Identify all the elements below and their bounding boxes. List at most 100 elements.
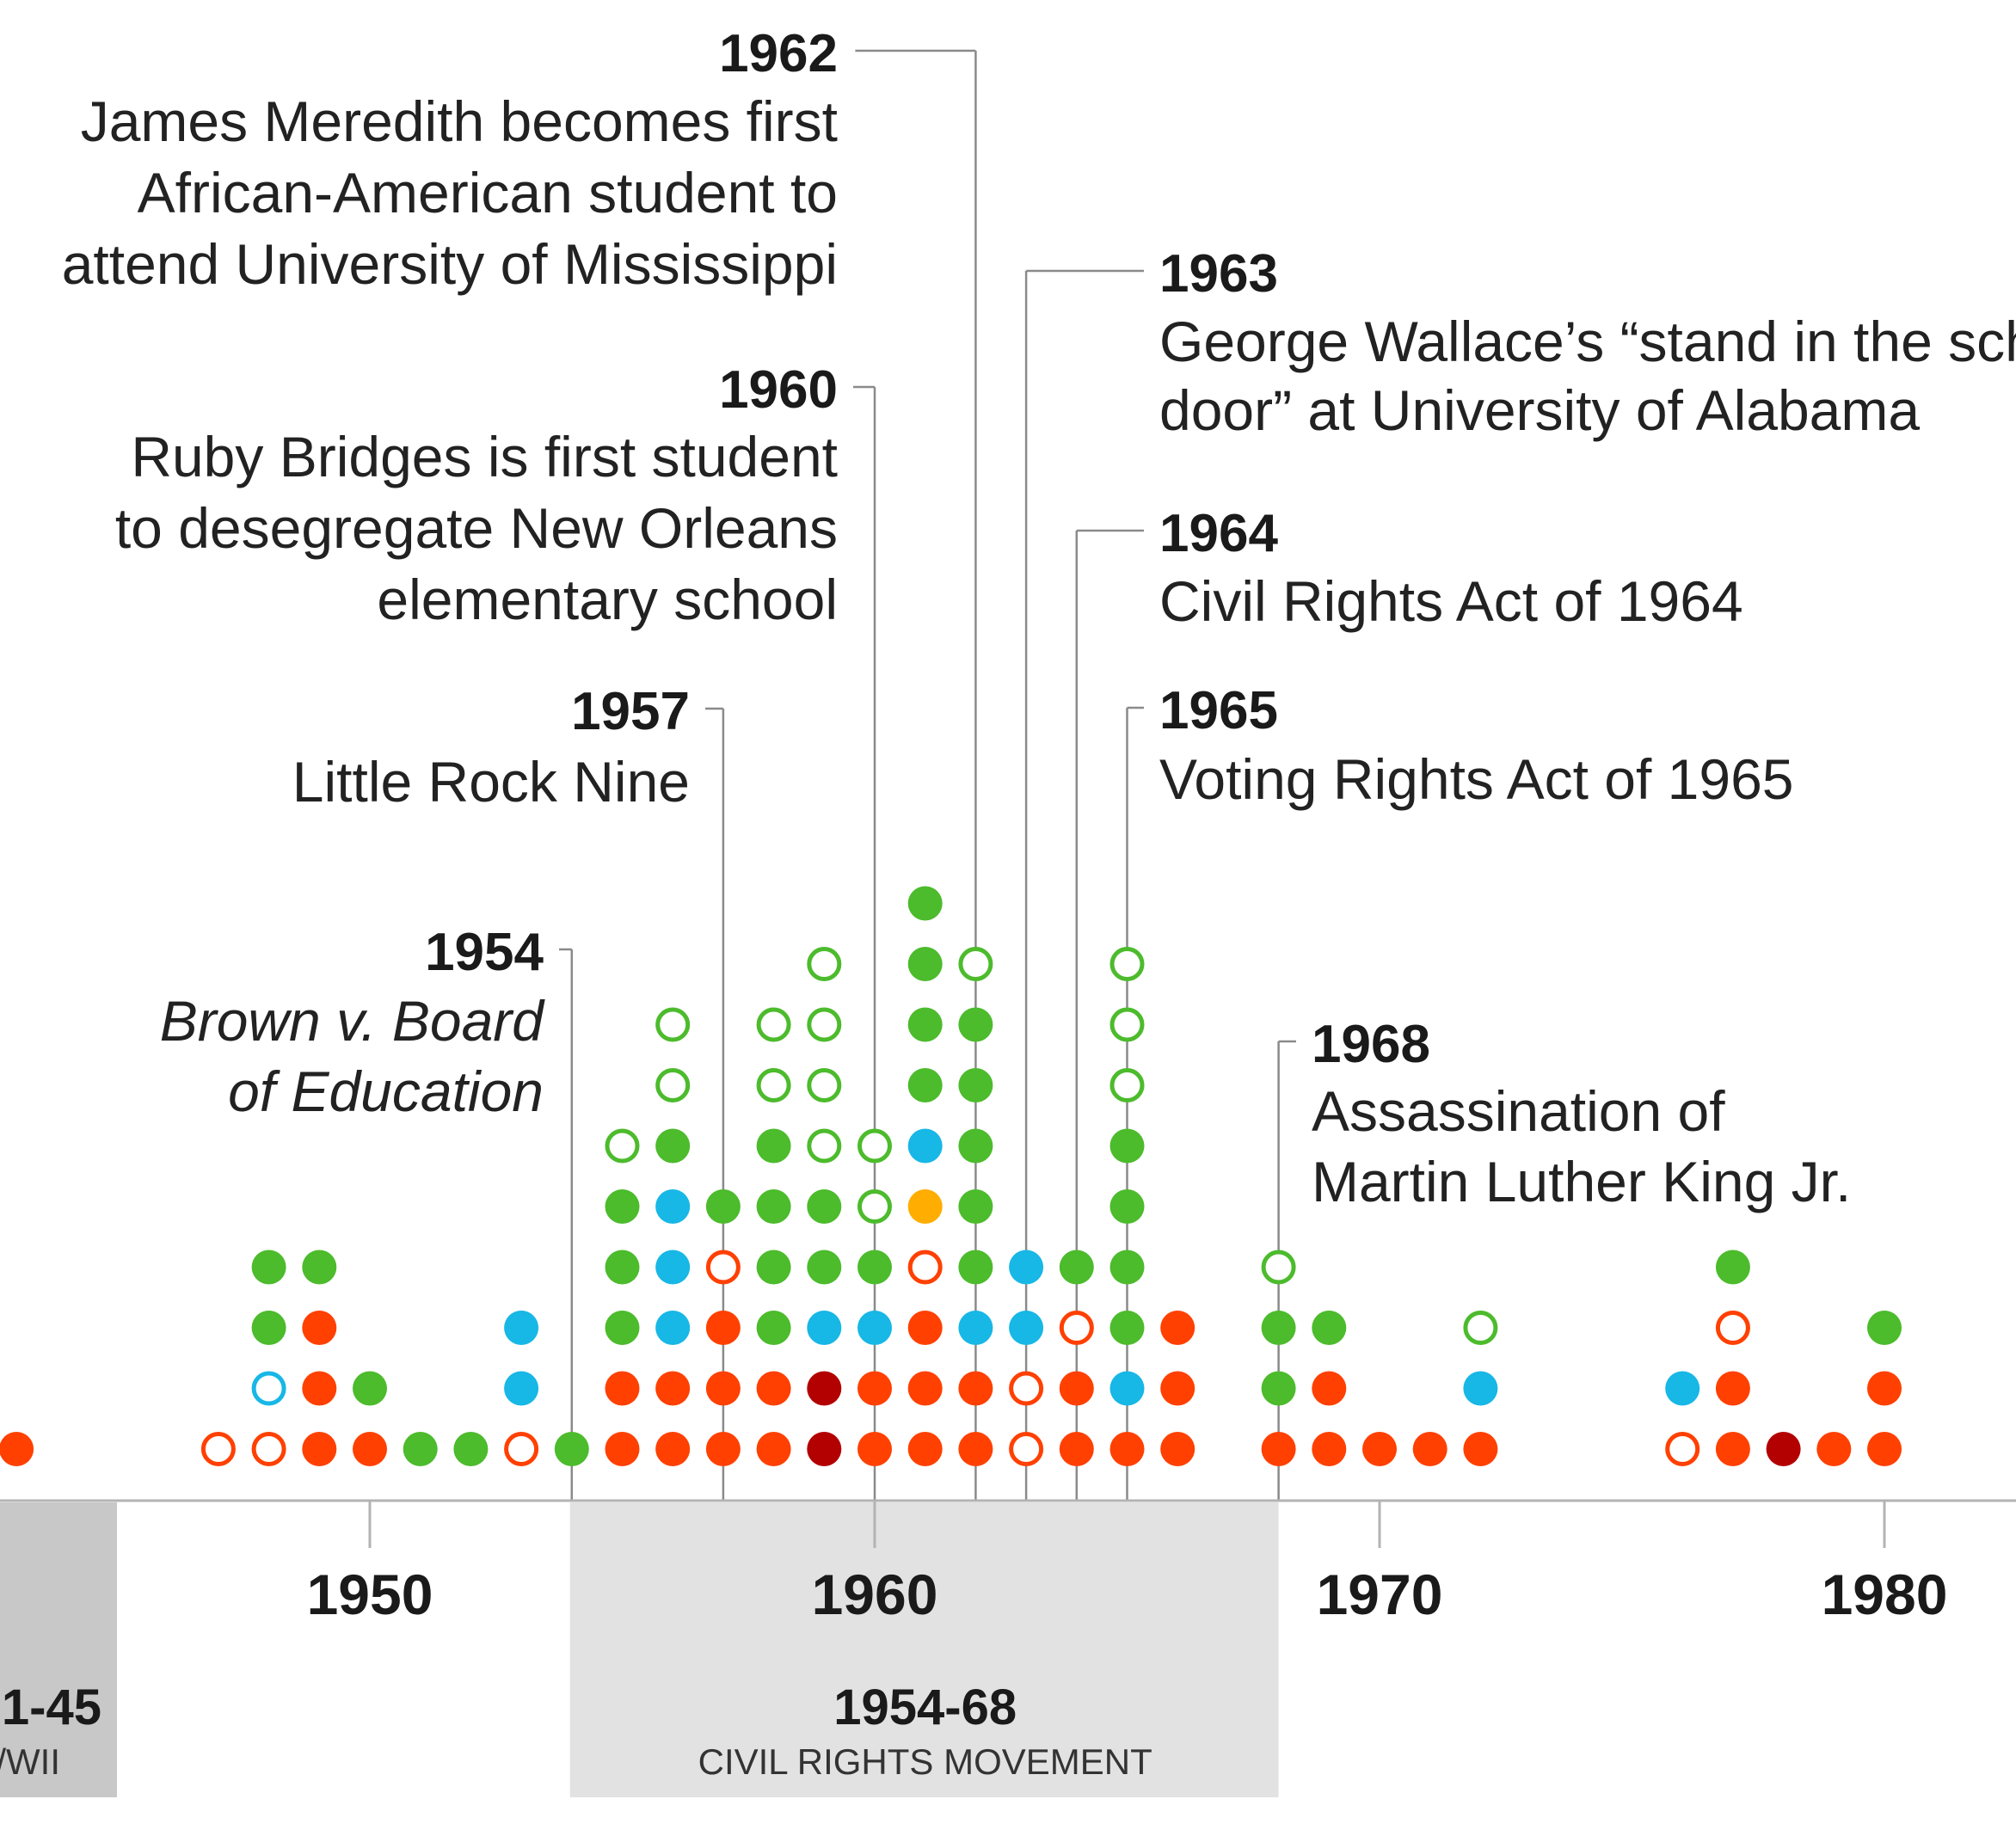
dot-1962-7-green [958, 1007, 993, 1042]
dot-1957-0-red [705, 1432, 741, 1466]
dot-1948-2-green [251, 1311, 286, 1345]
event-year-1954: 1954 [425, 923, 544, 982]
dot-1956-7-green-open [655, 1007, 691, 1042]
dot-1962-1-red [958, 1371, 993, 1406]
dot-1971-0-red [1412, 1432, 1447, 1466]
event-text-1960-line-3: elementary school [377, 568, 838, 631]
dot-1959-8-green-open [807, 947, 842, 981]
dot-1965-5-green [1109, 1128, 1145, 1164]
dot-1977-2-red-open [1715, 1311, 1750, 1345]
dot-1953-2-blue [504, 1311, 539, 1345]
dot-1955-4-green [605, 1189, 640, 1224]
dot-1949-2-red [302, 1311, 337, 1345]
dot-1948-3-green [251, 1250, 286, 1285]
dot-1956-0-red [655, 1432, 691, 1466]
dot-1960-5-green-open [857, 1128, 892, 1164]
dot-1959-7-green-open [807, 1007, 842, 1042]
dot-1949-1-red [302, 1371, 337, 1406]
event-text-1954-line-2: of Education [228, 1059, 544, 1123]
dot-1962-8-green-open [958, 947, 993, 981]
dot-1963-3-blue [1009, 1250, 1044, 1285]
dot-1962-6-green [958, 1068, 993, 1102]
dot-1962-4-green [958, 1189, 993, 1224]
dot-1965-6-green-open [1109, 1068, 1145, 1102]
dot-1969-2-green [1312, 1311, 1347, 1345]
dot-1960-0-red [857, 1432, 892, 1466]
dot-1961-4-orange [907, 1189, 943, 1224]
event-year-1965: 1965 [1159, 681, 1278, 740]
x-tick-label-1960: 1960 [812, 1563, 938, 1626]
dot-1964-3-green [1059, 1250, 1094, 1285]
dot-1968-1-green [1261, 1371, 1296, 1406]
dot-1977-3-green [1715, 1250, 1750, 1285]
dot-1979-0-red [1816, 1432, 1852, 1466]
dot-1958-2-green [756, 1311, 791, 1345]
dot-1960-1-red [857, 1371, 892, 1406]
dot-1962-2-blue [958, 1311, 993, 1345]
dot-1961-3-red-open [907, 1250, 943, 1285]
dot-1950-1-green [353, 1371, 387, 1406]
event-text-1960-line-2: to desegregate New Orleans [115, 496, 838, 560]
dot-1959-0-darkred [807, 1432, 842, 1466]
dot-1955-3-green [605, 1250, 640, 1285]
dot-1960-4-green-open [857, 1189, 892, 1224]
dot-1961-8-green [907, 947, 943, 981]
wwii-band [0, 1502, 117, 1797]
dot-1959-5-green-open [807, 1128, 842, 1164]
dot-1965-7-green-open [1109, 1007, 1145, 1042]
civil-rights-name-label: CIVIL RIGHTS MOVEMENT [698, 1741, 1152, 1782]
dot-1970-0-red [1362, 1432, 1397, 1466]
event-year-1968: 1968 [1312, 1015, 1430, 1074]
dot-1965-0-red [1109, 1432, 1145, 1466]
dot-1968-3-green-open [1261, 1250, 1296, 1285]
dot-1964-1-red [1059, 1371, 1094, 1406]
dot-1956-2-blue [655, 1311, 691, 1345]
x-tick-label-1950: 1950 [307, 1563, 433, 1626]
dot-1966-0-red [1160, 1432, 1195, 1466]
event-text-1960-line-1: Ruby Bridges is first student [131, 425, 838, 488]
dot-1972-1-blue [1463, 1371, 1498, 1406]
wwii-range-label: 1-45 [2, 1680, 101, 1735]
dot-1958-0-red [756, 1432, 791, 1466]
event-text-1968-line-1: Assassination of [1312, 1079, 1725, 1143]
dot-1956-1-red [655, 1371, 691, 1406]
event-year-1960: 1960 [719, 360, 838, 420]
dot-1959-3-green [807, 1250, 842, 1285]
era-bands: 1-45/WII 1954-68 CIVIL RIGHTS MOVEMENT [0, 1502, 1279, 1797]
event-year-1962: 1962 [719, 24, 838, 83]
event-text-1968-line-2: Martin Luther King Jr. [1312, 1150, 1851, 1213]
dot-1959-6-green-open [807, 1068, 842, 1102]
x-tick-label-1970: 1970 [1317, 1563, 1443, 1626]
dot-1961-5-blue [907, 1128, 943, 1164]
dot-1958-6-green-open [756, 1068, 791, 1102]
dot-1952-0-green [453, 1432, 489, 1466]
dot-1980-2-green [1867, 1311, 1902, 1345]
dot-1956-4-blue [655, 1189, 691, 1224]
dot-1956-3-blue [655, 1250, 691, 1285]
dot-1958-1-red [756, 1371, 791, 1406]
dot-1980-0-red [1867, 1432, 1902, 1466]
dot-1972-0-red [1463, 1432, 1498, 1466]
event-year-1963: 1963 [1159, 244, 1278, 304]
dot-1959-2-blue [807, 1311, 842, 1345]
dot-1958-4-green [756, 1189, 791, 1224]
event-text-1962-line-2: African-American student to [138, 161, 838, 224]
dot-1962-3-green [958, 1250, 993, 1285]
dot-1960-3-green [857, 1250, 892, 1285]
dot-1968-2-green [1261, 1311, 1296, 1345]
dot-1954-0-green [554, 1432, 589, 1466]
dot-1950-0-red [353, 1432, 387, 1466]
dot-1964-0-red [1059, 1432, 1094, 1466]
event-text-1963-line-2: door” at University of Alabama [1159, 378, 1920, 442]
dot-1968-0-red [1261, 1432, 1296, 1466]
dot-1980-1-red [1867, 1371, 1902, 1406]
dot-1962-0-red [958, 1432, 993, 1466]
dot-1958-3-green [756, 1250, 791, 1285]
dot-1955-0-red [605, 1432, 640, 1466]
event-text-1964-line-1: Civil Rights Act of 1964 [1159, 569, 1743, 633]
dot-1965-4-green [1109, 1189, 1145, 1224]
dot-1959-4-green [807, 1189, 842, 1224]
dot-1949-0-red [302, 1432, 337, 1466]
civil-rights-range-label: 1954-68 [833, 1680, 1017, 1735]
